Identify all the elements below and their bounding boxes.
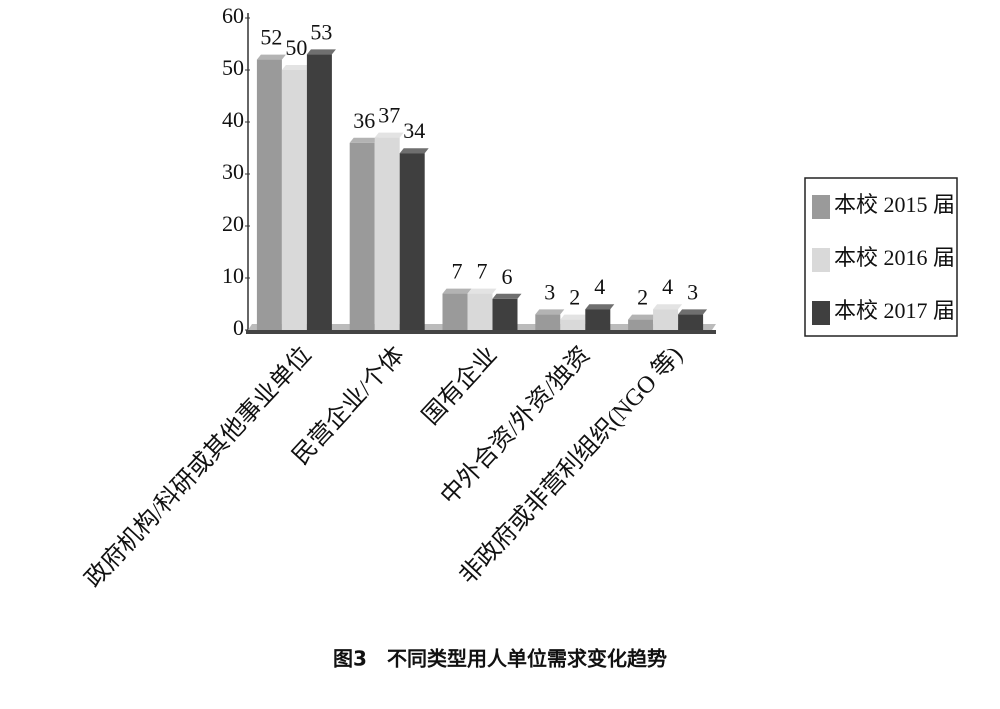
bar-top	[442, 288, 472, 294]
y-tick-label: 30	[222, 159, 244, 184]
legend-label: 本校 2017 届	[834, 298, 955, 323]
value-label: 2	[637, 285, 648, 310]
bar-top	[628, 314, 658, 320]
value-label: 4	[662, 274, 673, 299]
bar	[349, 142, 375, 330]
bar	[281, 70, 307, 330]
legend-swatch	[812, 248, 830, 272]
value-label: 6	[502, 264, 513, 289]
legend-box	[804, 177, 958, 337]
legend-label: 本校 2015 届	[834, 192, 955, 217]
y-tick-label: 40	[222, 107, 244, 132]
bar-top	[281, 65, 311, 70]
bar-top	[349, 137, 379, 143]
value-label: 37	[378, 103, 400, 128]
bar-top	[492, 293, 522, 299]
bar-top	[585, 304, 615, 310]
legend-swatch	[812, 301, 830, 325]
bar-top	[374, 132, 404, 138]
bar	[399, 153, 425, 330]
y-tick-label: 60	[222, 3, 244, 28]
y-tick-label: 20	[222, 211, 244, 236]
value-label: 7	[452, 259, 463, 284]
value-label: 34	[403, 118, 425, 143]
bar	[467, 293, 493, 330]
bar-top	[467, 288, 497, 294]
bar	[535, 314, 561, 330]
value-label: 52	[260, 25, 282, 50]
value-label: 36	[353, 108, 375, 133]
bar	[256, 59, 282, 330]
bar-top	[306, 49, 336, 55]
bar	[492, 298, 518, 330]
y-tick-label: 10	[222, 263, 244, 288]
bar	[374, 137, 400, 330]
x-tick-label: 国有企业	[417, 341, 502, 430]
bar-top	[535, 309, 565, 315]
bar	[560, 319, 586, 330]
y-tick-label: 0	[233, 315, 244, 340]
bar-top	[256, 54, 286, 60]
bar-top	[678, 309, 708, 315]
value-label: 3	[687, 279, 698, 304]
bar	[678, 314, 704, 330]
value-label: 50	[285, 35, 307, 60]
x-tick-label: 政府机构/科研或其他事业单位	[80, 341, 317, 592]
value-label: 53	[310, 19, 332, 44]
bar	[628, 319, 654, 330]
bar-top	[653, 304, 683, 310]
legend-swatch	[812, 195, 830, 219]
bar	[306, 54, 332, 331]
chart-title: 图3 不同类型用人单位需求变化趋势	[333, 647, 667, 671]
bar	[585, 309, 611, 330]
value-label: 3	[544, 279, 555, 304]
bar-top	[399, 148, 429, 154]
bar	[653, 309, 679, 330]
bar-top	[560, 314, 590, 320]
value-label: 2	[569, 285, 580, 310]
value-label: 7	[477, 259, 488, 284]
value-label: 4	[594, 274, 605, 299]
bar	[442, 293, 468, 330]
y-tick-label: 50	[222, 55, 244, 80]
legend-label: 本校 2016 届	[834, 245, 955, 270]
